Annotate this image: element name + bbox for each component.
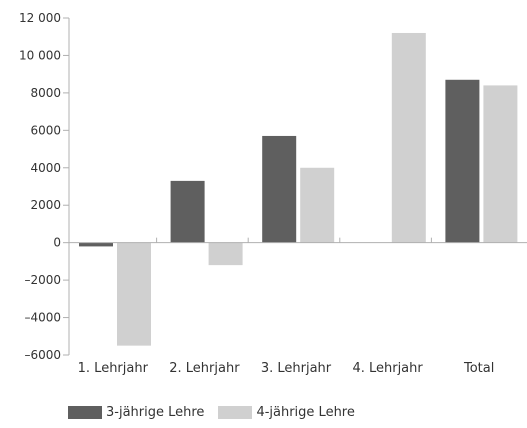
x-axis: 1. Lehrjahr 2. Lehrjahr 3. Lehrjahr 4. Lehr… [69, 237, 527, 376]
y-tick-label-9: –6000 [24, 348, 61, 362]
y-tick-label-6: 0 [53, 236, 61, 250]
x-tick-label-4: Total [463, 361, 494, 376]
legend-label-series-2: 4-jährige Lehre [256, 405, 355, 420]
y-tick-label-1: 10 000 [19, 48, 61, 62]
x-tick-label-0: 1. Lehrjahr [78, 361, 149, 376]
y-tick-label-7: –2000 [24, 273, 61, 287]
x-tick-label-1: 2. Lehrjahr [169, 361, 240, 376]
y-tick-label-2: 8000 [30, 86, 61, 100]
legend: 3-jährige Lehre 4-jährige Lehre [68, 405, 369, 420]
legend-item-series-1: 3-jährige Lehre [68, 405, 204, 420]
y-tick-label-4: 4000 [30, 161, 61, 175]
bar-series-2-2 [300, 167, 335, 243]
bar-series-1-0 [79, 242, 113, 247]
bar-series-1-2 [262, 135, 297, 243]
bar-series-2-3 [391, 32, 426, 243]
legend-item-series-2: 4-jährige Lehre [218, 405, 355, 420]
legend-label-series-1: 3-jährige Lehre [106, 405, 205, 420]
bar-series-1-1 [170, 180, 205, 243]
y-tick-label-3: 6000 [30, 123, 61, 137]
y-tick-label-8: –4000 [24, 311, 61, 325]
bar-series-2-4 [483, 85, 518, 243]
y-tick-label-0: 12 000 [19, 11, 61, 25]
bar-series-2-0 [117, 242, 151, 346]
x-tick-label-2: 3. Lehrjahr [261, 361, 332, 376]
y-tick-label-5: 2000 [30, 198, 61, 212]
bars-group [79, 32, 518, 346]
y-axis: 12 000 10 000 8000 6000 4000 2000 0 –2000 –4000 –… [19, 11, 70, 362]
x-tick-label-3: 4. Lehrjahr [352, 361, 423, 376]
bar-series-1-4 [445, 79, 480, 243]
legend-swatch-series-1 [68, 406, 102, 419]
legend-swatch-series-2 [218, 406, 253, 419]
bar-series-2-1 [208, 242, 243, 266]
